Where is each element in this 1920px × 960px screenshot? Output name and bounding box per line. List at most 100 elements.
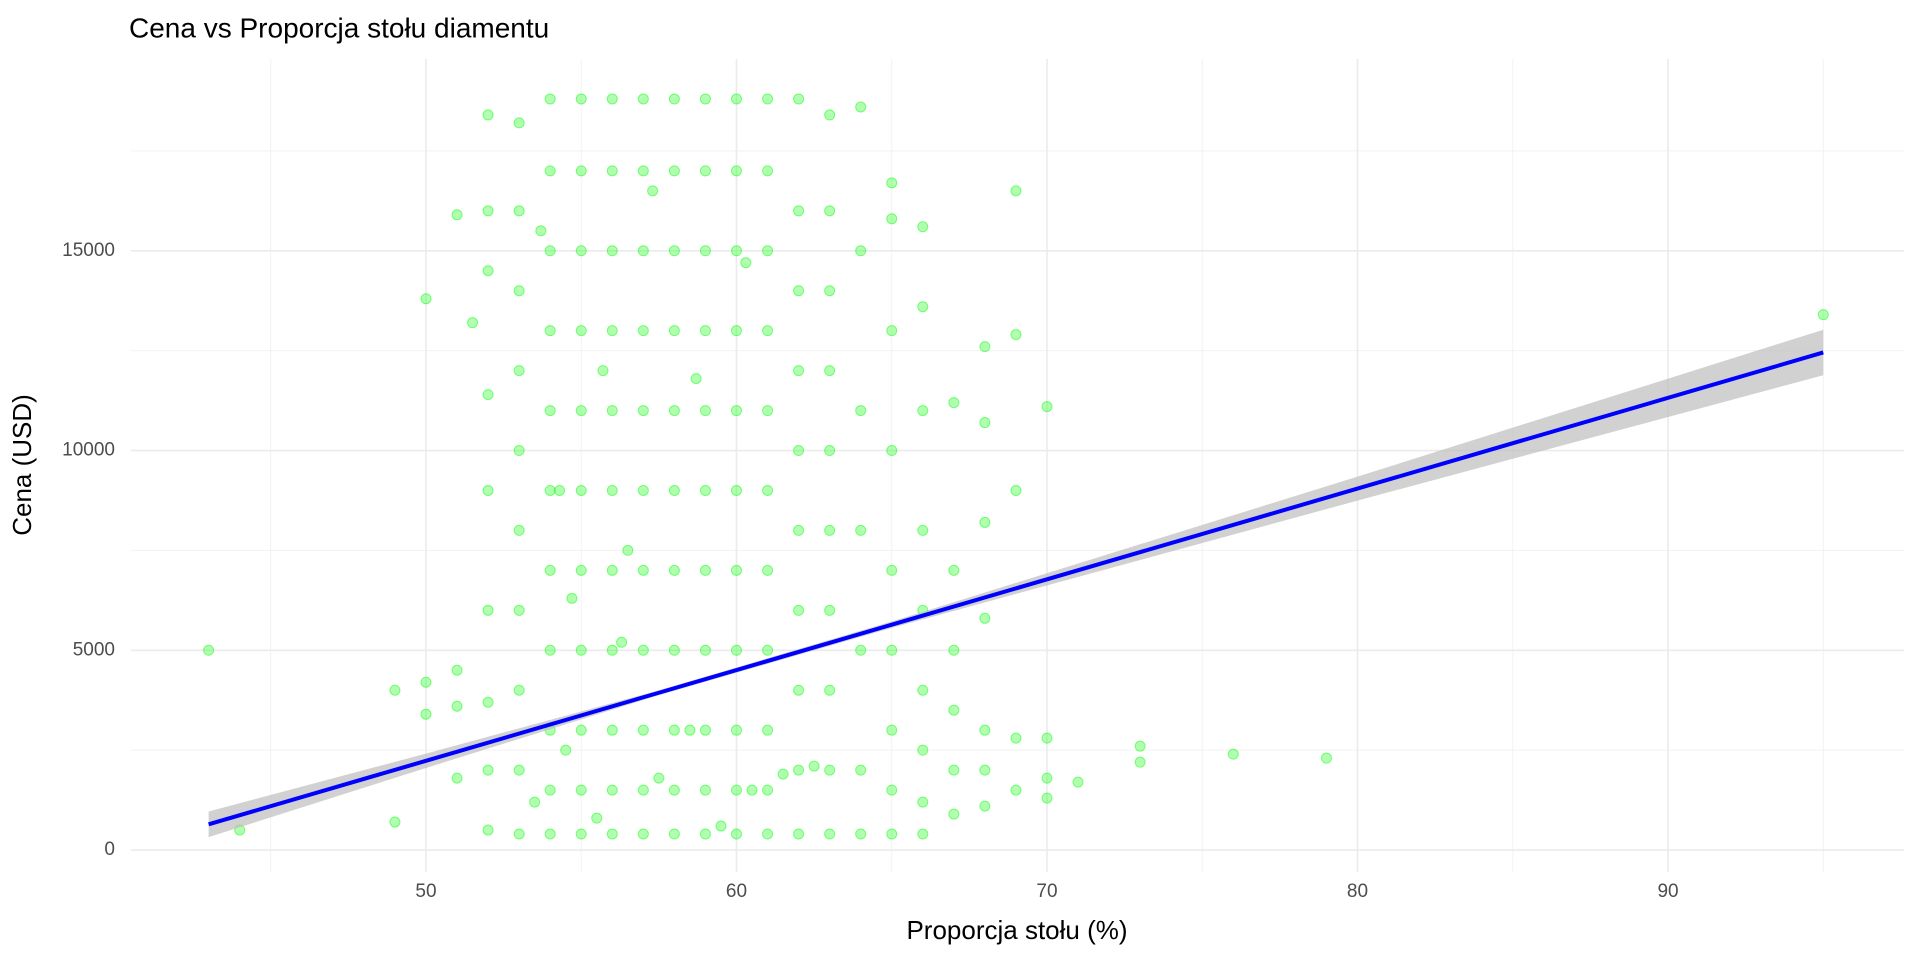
point — [482, 109, 494, 121]
y-tick-label: 15000 — [62, 240, 115, 261]
point — [1227, 748, 1239, 760]
point — [699, 484, 711, 496]
point — [886, 213, 898, 225]
point — [544, 325, 556, 337]
point — [544, 828, 556, 840]
point — [948, 808, 960, 820]
trend — [208, 329, 1824, 838]
point — [1010, 732, 1022, 744]
point — [730, 484, 742, 496]
point — [762, 245, 774, 257]
x-tick-label: 80 — [1347, 881, 1368, 902]
point — [513, 604, 525, 616]
point — [762, 828, 774, 840]
point — [824, 445, 836, 457]
point — [1010, 784, 1022, 796]
point — [824, 109, 836, 121]
point — [647, 185, 659, 197]
point — [451, 772, 463, 784]
point — [917, 405, 929, 417]
point — [544, 405, 556, 417]
point — [482, 389, 494, 401]
point — [793, 93, 805, 105]
point — [824, 828, 836, 840]
point — [637, 828, 649, 840]
point — [824, 764, 836, 776]
point — [606, 93, 618, 105]
points — [203, 93, 1829, 840]
point — [668, 165, 680, 177]
point — [637, 405, 649, 417]
point — [948, 704, 960, 716]
point — [793, 764, 805, 776]
point — [917, 524, 929, 536]
point — [554, 484, 566, 496]
point — [917, 684, 929, 696]
point — [746, 784, 758, 796]
point — [606, 784, 618, 796]
point — [824, 604, 836, 616]
point — [668, 564, 680, 576]
point — [668, 784, 680, 796]
point — [482, 205, 494, 217]
point — [389, 684, 401, 696]
point — [793, 285, 805, 297]
point — [637, 93, 649, 105]
point — [606, 165, 618, 177]
point — [886, 325, 898, 337]
point — [513, 117, 525, 129]
point — [824, 684, 836, 696]
point — [824, 285, 836, 297]
point — [575, 828, 587, 840]
point — [762, 724, 774, 736]
point — [482, 696, 494, 708]
point — [482, 764, 494, 776]
point — [699, 165, 711, 177]
point — [575, 564, 587, 576]
point — [699, 325, 711, 337]
point — [699, 245, 711, 257]
point — [1041, 732, 1053, 744]
point — [637, 165, 649, 177]
point — [575, 325, 587, 337]
point — [1072, 776, 1084, 788]
point — [948, 644, 960, 656]
point — [606, 828, 618, 840]
point — [855, 101, 867, 113]
point — [1041, 401, 1053, 413]
point — [979, 724, 991, 736]
point — [1010, 329, 1022, 341]
point — [637, 484, 649, 496]
point — [948, 764, 960, 776]
point — [575, 405, 587, 417]
point — [668, 724, 680, 736]
y-axis-title: Cena (USD) — [7, 394, 37, 536]
point — [730, 93, 742, 105]
point — [482, 824, 494, 836]
point — [793, 365, 805, 377]
point — [730, 325, 742, 337]
point — [886, 828, 898, 840]
point — [560, 744, 572, 756]
point — [637, 784, 649, 796]
point — [566, 592, 578, 604]
point — [886, 445, 898, 457]
point — [575, 93, 587, 105]
point — [513, 828, 525, 840]
point — [420, 708, 432, 720]
point — [451, 209, 463, 221]
point — [690, 373, 702, 385]
point — [389, 816, 401, 828]
point — [793, 604, 805, 616]
point — [917, 796, 929, 808]
point — [762, 325, 774, 337]
point — [684, 724, 696, 736]
point — [597, 365, 609, 377]
x-tick-label: 90 — [1657, 881, 1678, 902]
point — [1134, 756, 1146, 768]
point — [606, 484, 618, 496]
point — [979, 612, 991, 624]
point — [762, 644, 774, 656]
point — [451, 700, 463, 712]
x-tick-label: 50 — [415, 881, 436, 902]
